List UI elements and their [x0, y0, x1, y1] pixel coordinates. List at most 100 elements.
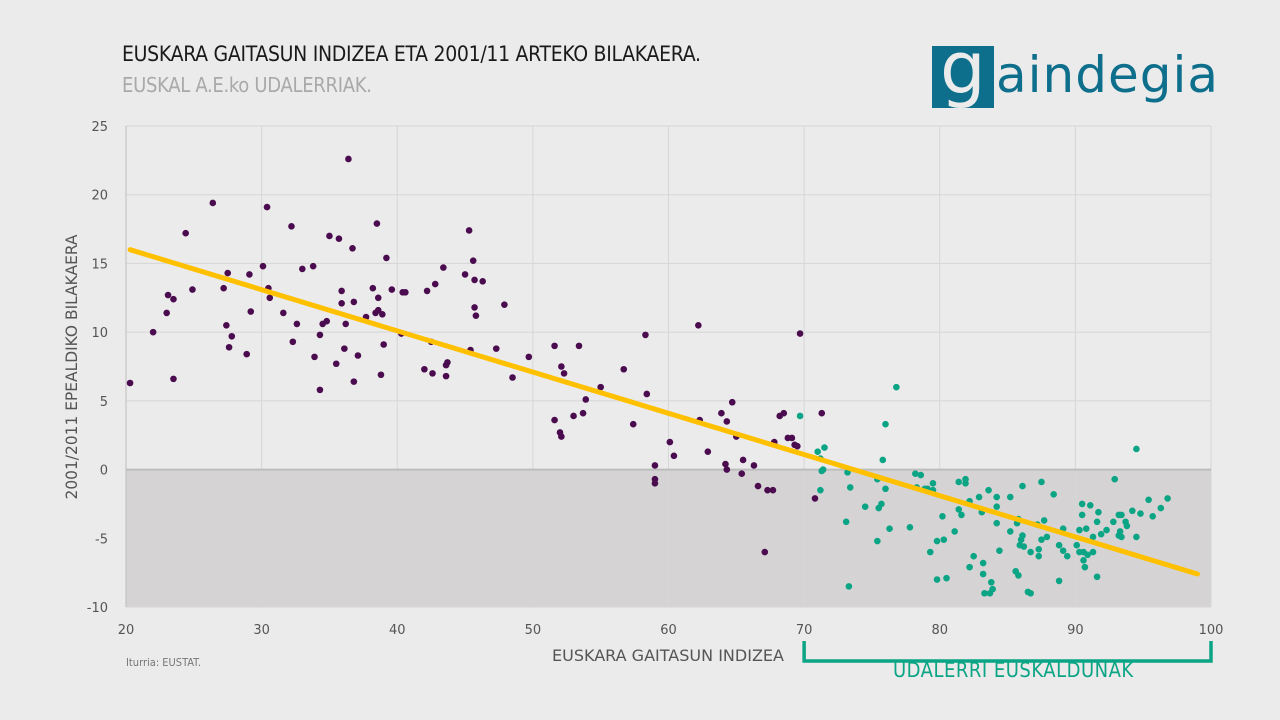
data-point: [316, 331, 324, 339]
bracket-label: UDALERRI EUSKALDUNAK: [893, 658, 1134, 682]
data-point: [780, 409, 788, 417]
data-point: [374, 306, 382, 314]
data-point: [349, 245, 356, 252]
data-point: [1110, 518, 1117, 526]
data-point: [369, 284, 377, 292]
y-tick-label: -5: [95, 532, 108, 547]
data-point: [666, 438, 674, 446]
data-point: [1038, 478, 1045, 486]
data-point: [993, 503, 1001, 510]
data-point: [818, 409, 826, 417]
data-point: [629, 420, 637, 428]
data-point: [651, 462, 659, 469]
data-point: [1043, 533, 1051, 541]
data-point: [975, 493, 983, 501]
logo-letter-g: g: [940, 26, 986, 110]
data-point: [163, 309, 170, 317]
data-point: [299, 265, 306, 273]
y-tick-label: -10: [87, 601, 108, 616]
data-point: [423, 287, 431, 295]
data-point: [788, 434, 796, 442]
x-tick-label: 80: [931, 623, 948, 638]
data-point: [1038, 536, 1045, 543]
y-axis-label: 2001/2011 EPEALDIKO BILAKAERA: [62, 234, 81, 499]
data-point: [738, 470, 746, 477]
data-point: [373, 220, 381, 227]
data-point: [989, 585, 996, 593]
data-point: [182, 229, 189, 237]
data-point: [223, 321, 230, 329]
data-point: [996, 547, 1003, 554]
data-point: [861, 503, 869, 510]
x-tick-label: 60: [660, 623, 677, 638]
data-point: [380, 341, 387, 348]
data-point: [335, 235, 343, 242]
data-point: [338, 287, 345, 295]
x-axis-label: EUSKARA GAITASUN INDIZEA: [552, 646, 784, 665]
data-point: [354, 352, 362, 359]
data-point: [247, 308, 255, 315]
data-point: [1040, 517, 1048, 524]
data-point: [126, 379, 134, 387]
data-point: [1050, 491, 1057, 498]
data-point: [509, 374, 516, 381]
data-point: [164, 291, 172, 299]
data-point: [1035, 545, 1043, 553]
data-point: [718, 409, 725, 417]
data-point: [704, 448, 712, 456]
bracket-udalerri-euskaldunak: [802, 641, 1213, 663]
chart-subtitle: EUSKAL A.E.ko UDALERRIAK.: [122, 73, 372, 97]
data-point: [769, 486, 777, 494]
data-point: [558, 363, 565, 370]
data-point: [1035, 552, 1043, 560]
data-point: [979, 570, 987, 578]
data-point: [917, 471, 925, 479]
y-tick-label: 10: [91, 326, 108, 341]
data-point: [1073, 541, 1081, 549]
data-point: [1137, 510, 1144, 517]
data-point: [224, 269, 232, 277]
gaindegia-logo: g aindegia: [932, 32, 1218, 124]
data-point: [551, 342, 558, 350]
y-tick-label: 15: [91, 257, 108, 272]
data-point: [651, 480, 659, 487]
data-point: [1055, 541, 1063, 549]
y-tick-label: 25: [91, 120, 108, 135]
data-point: [1157, 504, 1165, 512]
y-tick-label: 20: [91, 189, 108, 204]
x-tick-label: 20: [118, 623, 135, 638]
data-point: [338, 299, 345, 307]
data-point: [316, 386, 324, 394]
data-point: [722, 460, 729, 468]
logo-box: [932, 46, 994, 108]
data-point: [597, 383, 604, 391]
data-point: [1133, 445, 1140, 453]
data-point: [933, 576, 941, 583]
data-point: [1027, 548, 1034, 556]
data-point: [461, 271, 469, 278]
data-point: [1055, 577, 1063, 585]
data-point: [342, 320, 350, 328]
data-point: [985, 486, 992, 494]
data-point: [1027, 589, 1034, 597]
data-point: [933, 537, 941, 545]
x-tick-label: 70: [796, 623, 813, 638]
data-point: [220, 284, 227, 292]
data-point: [906, 523, 914, 531]
x-tick-label: 40: [389, 623, 406, 638]
data-point: [939, 512, 946, 520]
data-point: [929, 480, 937, 487]
data-point: [374, 294, 382, 302]
data-point: [1093, 518, 1101, 526]
data-point: [642, 331, 649, 339]
data-point: [1081, 563, 1089, 571]
data-point: [442, 372, 450, 380]
x-tick-label: 90: [1067, 623, 1084, 638]
x-tick-label: 30: [253, 623, 270, 638]
data-point: [893, 383, 900, 391]
data-point: [1123, 522, 1131, 530]
data-point: [943, 574, 950, 582]
data-point: [912, 470, 919, 477]
x-tick-label: 50: [525, 623, 542, 638]
data-point: [280, 309, 287, 317]
